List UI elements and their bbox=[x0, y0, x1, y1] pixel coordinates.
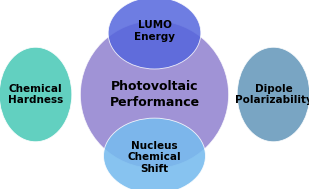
Text: Photovoltaic
Performance: Photovoltaic Performance bbox=[109, 81, 200, 108]
Ellipse shape bbox=[80, 21, 229, 168]
Ellipse shape bbox=[237, 47, 309, 142]
Ellipse shape bbox=[0, 47, 72, 142]
Text: Dipole
Polarizability: Dipole Polarizability bbox=[235, 84, 309, 105]
Text: Chemical
Hardness: Chemical Hardness bbox=[8, 84, 63, 105]
Text: LUMO
Energy: LUMO Energy bbox=[134, 20, 175, 42]
Ellipse shape bbox=[104, 118, 205, 189]
Text: Nucleus
Chemical
Shift: Nucleus Chemical Shift bbox=[128, 141, 181, 174]
Ellipse shape bbox=[108, 0, 201, 69]
